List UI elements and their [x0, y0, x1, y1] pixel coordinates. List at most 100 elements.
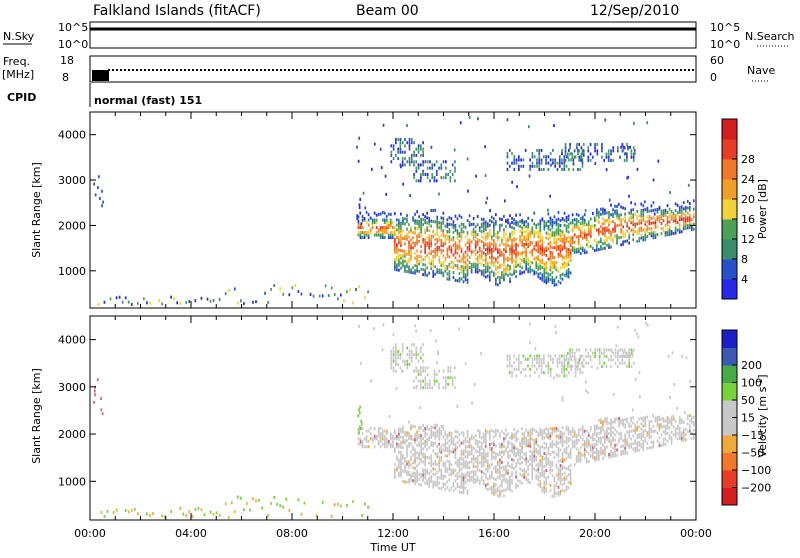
pw-data-cell: [553, 231, 556, 235]
vl-data-cell: [472, 457, 475, 461]
vl-data-cell: [559, 469, 562, 473]
pw-data-cell: [579, 244, 582, 248]
vl-data-cell: [607, 348, 610, 352]
vl-data-cell: [499, 442, 501, 446]
pw-data-cell: [426, 266, 429, 270]
pw-data-cell: [414, 241, 416, 245]
pw-data-cell: [559, 231, 562, 235]
pw-data-cell: [478, 229, 481, 233]
pw-data-cell: [414, 212, 416, 216]
pw-data-cell: [559, 236, 562, 240]
pw-data-cell: [589, 244, 592, 248]
vl-data-cell: [440, 448, 443, 452]
vl-data-cell: [669, 396, 671, 400]
vl-data-cell: [634, 426, 637, 430]
pw-data-cell: [525, 265, 527, 269]
pw-data-cell: [505, 219, 507, 223]
pw-data-cell: [424, 172, 427, 176]
vl-data-cell: [482, 458, 485, 462]
pw-data-cell: [634, 212, 637, 216]
vl-data-cell: [561, 454, 564, 458]
pw-data-cell: [470, 222, 473, 226]
vl-data-cell: [535, 448, 538, 452]
vl-data-cell: [406, 346, 409, 350]
vl-data-cell: [379, 434, 382, 438]
pw-data-cell: [505, 267, 507, 271]
vl-data-cell: [577, 428, 580, 432]
vl-cbar-tick-label: 50: [741, 394, 755, 407]
vl-data-cell: [559, 471, 562, 475]
vl-data-cell: [533, 449, 536, 453]
vl-data-cell: [555, 484, 558, 488]
pw-data-cell: [448, 245, 451, 249]
pw-data-cell: [436, 215, 439, 219]
pw-data-cell: [571, 241, 574, 245]
vl-data-cell: [468, 453, 471, 457]
vl-data-cell: [630, 364, 633, 368]
vl-data-cell: [492, 487, 495, 491]
vl-data-cell: [622, 354, 625, 358]
vl-data-cell: [520, 361, 522, 365]
pw-data-cell: [458, 239, 461, 243]
pw-data-cell: [495, 272, 497, 276]
vl-data-cell: [690, 418, 693, 422]
pw-data-cell: [680, 217, 683, 221]
vl-data-cell: [662, 417, 665, 421]
vl-data-cell: [639, 395, 641, 399]
vl-data-cell: [426, 468, 429, 472]
vl-data-cell: [450, 450, 453, 454]
vl-data-cell: [501, 489, 503, 493]
vl-data-cell: [424, 463, 426, 467]
vl-data-cell: [466, 492, 469, 496]
pw-data-cell: [596, 143, 599, 147]
pw-data-cell: [422, 153, 424, 157]
vl-data-cell: [622, 421, 624, 425]
vl-data-cell: [408, 434, 410, 438]
pw-data-cell: [529, 167, 532, 171]
vl-data-cell: [610, 421, 612, 425]
vl-data-cell: [561, 460, 564, 464]
vl-data-cell: [513, 466, 515, 470]
pw-data-cell: [466, 218, 469, 222]
pw-data-cell: [614, 229, 616, 233]
pw-data-cell: [467, 189, 469, 193]
vl-cbar-tick-label: 15: [741, 412, 755, 425]
vl-data-cell: [402, 456, 404, 460]
pw-data-cell: [394, 243, 396, 247]
pw-data-cell: [650, 209, 653, 213]
vl-data-cell: [555, 429, 558, 433]
pw-data-cell: [527, 225, 530, 229]
vl-data-cell: [456, 471, 459, 475]
pw-data-cell: [591, 155, 594, 159]
vl-data-cell: [505, 436, 507, 440]
vl-data-cell: [495, 454, 497, 458]
pw-data-cell: [513, 244, 515, 248]
vl-data-cell: [517, 354, 520, 358]
pw-data-cell: [567, 255, 570, 259]
vl-data-cell: [569, 471, 572, 475]
vl-data-cell: [571, 440, 574, 444]
vl-data-cell: [524, 367, 527, 371]
pw-data-cell: [626, 155, 628, 159]
vl-data-cell: [398, 432, 400, 436]
pw-data-cell: [206, 297, 209, 301]
vl-data-cell: [445, 379, 447, 383]
vl-data-cell: [408, 356, 411, 360]
vl-data-cell: [503, 431, 505, 435]
pw-data-cell: [621, 149, 624, 153]
pw-data-cell: [569, 238, 572, 242]
pw-data-cell: [513, 259, 515, 263]
vl-data-cell: [606, 422, 608, 426]
pw-data-cell: [581, 219, 584, 223]
pw-data-cell: [620, 243, 622, 247]
pw-data-cell: [476, 233, 479, 237]
pw-data-cell: [525, 260, 527, 264]
pw-data-cell: [400, 226, 402, 230]
pw-data-cell: [474, 270, 477, 274]
vl-data-cell: [458, 469, 461, 473]
pw-data-cell: [519, 229, 521, 233]
vl-data-cell: [413, 386, 415, 390]
vl-data-cell: [360, 419, 363, 423]
pw-data-cell: [543, 250, 546, 254]
